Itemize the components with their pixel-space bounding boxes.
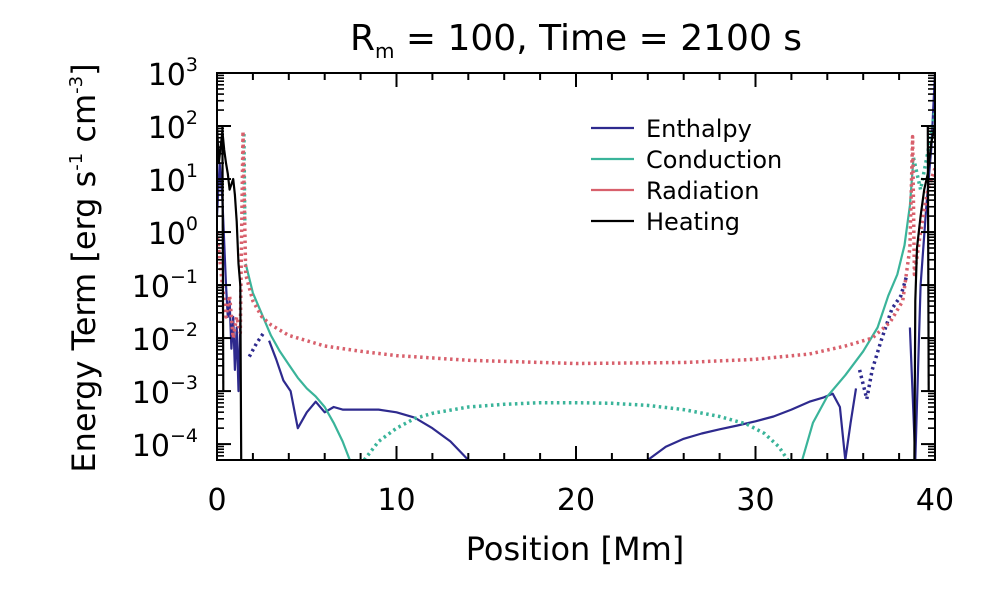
series-radiation bbox=[217, 129, 935, 366]
y-tick-label: 103 bbox=[148, 54, 198, 93]
legend-label-radiation: Radiation bbox=[646, 177, 759, 205]
legend-label-enthalpy: Enthalpy bbox=[646, 115, 752, 143]
x-tick-label: 30 bbox=[736, 483, 774, 518]
chart-title-rest: = 100, Time = 2100 s bbox=[394, 18, 802, 59]
x-tick-label: 10 bbox=[377, 483, 415, 518]
y-tick-label: 10−1 bbox=[132, 266, 198, 305]
radiation-dotted-segment-0 bbox=[217, 129, 935, 366]
y-axis-label-end: ] bbox=[65, 63, 103, 75]
enthalpy-dotted-segment-4 bbox=[857, 276, 908, 401]
y-tick-label: 10−2 bbox=[132, 319, 198, 358]
y-tick-label: 10−3 bbox=[132, 372, 198, 411]
y-axis-label-main: Energy Term [erg s bbox=[65, 171, 103, 473]
chart-title: Rm = 100, Time = 2100 s bbox=[350, 18, 802, 63]
y-axis-label-exp2: -3 bbox=[66, 76, 87, 94]
y-tick-label: 102 bbox=[148, 107, 198, 146]
conduction-solid-segment-3 bbox=[801, 157, 915, 460]
y-tick-label: 101 bbox=[148, 160, 198, 199]
enthalpy-solid-segment-0 bbox=[217, 162, 242, 393]
legend: Enthalpy Conduction Radiation Heating bbox=[591, 115, 782, 236]
enthalpy-solid-segment-2 bbox=[268, 340, 470, 460]
heating-solid-segment-3 bbox=[926, 125, 930, 392]
enthalpy-dotted-segment-1 bbox=[247, 331, 266, 358]
y-axis-label: Energy Term [erg s-1 cm-3] bbox=[65, 63, 103, 472]
conduction-solid-segment-1 bbox=[244, 263, 351, 460]
conduction-dotted-segment-2 bbox=[362, 400, 790, 460]
legend-label-heating: Heating bbox=[646, 208, 740, 236]
x-axis-label: Position [Mm] bbox=[466, 530, 685, 568]
x-tick-label: 0 bbox=[207, 483, 226, 518]
chart-title-subscript: m bbox=[375, 39, 394, 63]
series-conduction bbox=[242, 109, 935, 460]
enthalpy-solid-segment-3 bbox=[647, 388, 858, 460]
series-layer bbox=[217, 73, 935, 460]
axes-layer: 0 10 20 30 40 103 102 101 100 10−1 10−2 10−3 10−4 bbox=[132, 54, 954, 518]
y-axis-label-mid: cm bbox=[65, 94, 103, 153]
series-heating bbox=[217, 125, 935, 460]
y-tick-label: 10−4 bbox=[132, 425, 198, 464]
y-axis-label-exp1: -1 bbox=[66, 153, 87, 171]
chart-title-prefix: R bbox=[350, 18, 375, 59]
x-tick-label: 40 bbox=[916, 483, 954, 518]
x-tick-label: 20 bbox=[557, 483, 595, 518]
y-tick-label: 100 bbox=[148, 213, 198, 252]
legend-label-conduction: Conduction bbox=[646, 146, 782, 174]
heating-solid-segment-1 bbox=[221, 125, 225, 392]
